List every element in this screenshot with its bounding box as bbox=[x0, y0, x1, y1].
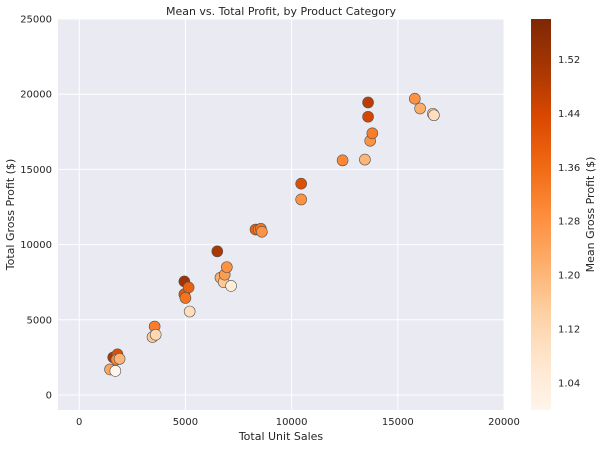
colorbar-label: Mean Gross Profit ($) bbox=[584, 157, 597, 273]
data-point bbox=[183, 305, 196, 318]
colorbar-tick-label: 1.36 bbox=[558, 163, 580, 174]
data-point bbox=[182, 281, 195, 294]
data-point bbox=[408, 92, 421, 105]
data-point bbox=[225, 280, 237, 292]
colorbar-tick-label: 1.44 bbox=[558, 109, 580, 120]
data-point bbox=[359, 153, 371, 166]
data-point bbox=[414, 102, 426, 115]
y-tick-label: 5000 bbox=[27, 315, 52, 326]
y-tick-label: 10000 bbox=[20, 240, 52, 251]
colorbar-tick-label: 1.20 bbox=[558, 271, 580, 282]
y-tick-label: 15000 bbox=[20, 165, 52, 176]
data-point bbox=[113, 353, 126, 365]
colorbar-tick-label: 1.04 bbox=[558, 379, 580, 390]
x-tick-label: 10000 bbox=[276, 417, 308, 428]
data-point bbox=[221, 261, 233, 273]
chart-title: Mean vs. Total Profit, by Product Catego… bbox=[166, 5, 397, 18]
data-point bbox=[362, 110, 374, 123]
y-tick-label: 20000 bbox=[20, 90, 52, 101]
y-tick-label: 25000 bbox=[20, 15, 52, 26]
y-tick-labels: 0 5000 10000 15000 20000 25000 bbox=[20, 15, 52, 402]
x-tick-label: 5000 bbox=[173, 417, 198, 428]
colorbar-tick-label: 1.12 bbox=[558, 325, 580, 336]
x-axis-label: Total Unit Sales bbox=[238, 430, 324, 443]
data-point bbox=[295, 193, 307, 206]
data-point bbox=[362, 96, 374, 109]
colorbar bbox=[531, 19, 551, 410]
colorbar-tick-label: 1.52 bbox=[558, 55, 580, 66]
grid-lines bbox=[58, 18, 505, 410]
data-point bbox=[295, 177, 307, 190]
data-point bbox=[149, 329, 162, 341]
data-points bbox=[104, 92, 440, 377]
data-point bbox=[109, 365, 122, 377]
x-tick-label: 15000 bbox=[382, 417, 414, 428]
data-point bbox=[366, 127, 379, 140]
x-tick-label: 20000 bbox=[488, 417, 520, 428]
plot-background bbox=[58, 19, 504, 410]
x-tick-label: 0 bbox=[76, 417, 82, 428]
y-axis-label: Total Gross Profit ($) bbox=[4, 159, 17, 271]
data-point bbox=[428, 109, 440, 122]
data-point bbox=[211, 245, 224, 258]
colorbar-tick-label: 1.28 bbox=[558, 217, 580, 228]
data-point bbox=[256, 225, 268, 238]
data-point bbox=[179, 292, 192, 304]
colorbar-tick-labels: 1.04 1.12 1.20 1.28 1.36 1.44 1.52 bbox=[558, 55, 580, 390]
x-tick-labels: 0 5000 10000 15000 20000 bbox=[76, 417, 520, 428]
y-tick-label: 0 bbox=[46, 390, 52, 401]
data-point bbox=[336, 154, 349, 167]
